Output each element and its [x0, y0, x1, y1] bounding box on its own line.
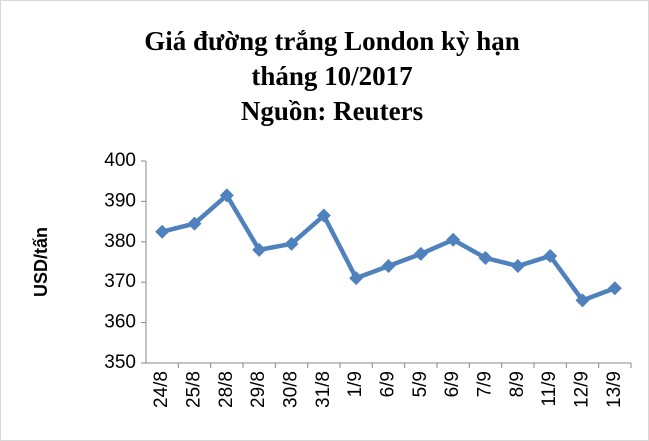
x-tick-label: 28/8 [216, 371, 237, 408]
y-tick-label: 350 [104, 352, 136, 373]
x-tick-label: 6/9 [442, 371, 463, 397]
x-tick-label: 11/9 [539, 371, 560, 407]
x-tick-label: 24/8 [151, 371, 172, 408]
x-tick-label: 5/9 [410, 371, 431, 397]
marker [252, 242, 267, 257]
marker [478, 250, 493, 265]
x-tick-label: 7/9 [475, 371, 496, 397]
y-tick-label: 390 [104, 190, 136, 211]
chart-title: Giá đường trắng London kỳ hạn [144, 26, 520, 56]
x-tick-label: 29/8 [248, 371, 269, 408]
marker [284, 236, 299, 251]
marker [219, 188, 234, 203]
x-tick-label: 31/8 [313, 371, 334, 408]
x-tick-label: 13/9 [604, 371, 625, 408]
marker [155, 224, 170, 239]
marker [381, 259, 396, 274]
marker [349, 271, 364, 286]
chart-title: Nguồn: Reuters [241, 96, 423, 126]
x-tick-label: 1/9 [345, 371, 366, 397]
marker [543, 248, 558, 263]
y-tick-label: 370 [104, 271, 136, 292]
y-tick-label: 380 [104, 231, 136, 252]
marker [316, 208, 331, 223]
y-tick-label: 400 [104, 150, 136, 171]
chart-title: tháng 10/2017 [251, 61, 412, 91]
x-tick-label: 12/9 [572, 371, 593, 408]
y-axis-label: USD/tấn [31, 227, 51, 297]
x-tick-label: 30/8 [281, 371, 302, 408]
marker [510, 259, 525, 274]
marker [413, 246, 428, 261]
x-tick-label: 25/8 [184, 371, 205, 408]
x-tick-label: 6/9 [378, 371, 399, 397]
marker [446, 232, 461, 247]
marker [187, 216, 202, 231]
marker [607, 281, 622, 296]
marker [575, 293, 590, 308]
y-tick-label: 360 [104, 312, 136, 333]
x-tick-label: 8/9 [507, 371, 528, 397]
